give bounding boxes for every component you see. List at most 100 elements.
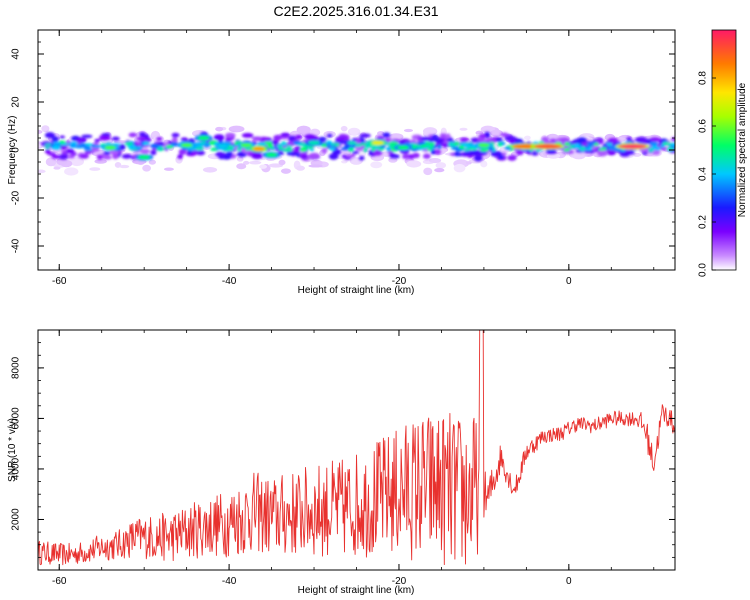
spectrogram-cell	[218, 155, 225, 160]
spectrogram-cell	[69, 143, 77, 149]
spectrogram-cell	[504, 147, 512, 150]
spectrogram-cell	[101, 132, 111, 137]
snr-xtick-label: -40	[222, 576, 237, 587]
spectrogram-cell	[214, 142, 219, 145]
spectrogram-cell	[480, 125, 496, 133]
spectrogram-cell	[136, 136, 148, 141]
spectrogram-cell	[326, 133, 333, 138]
spectrogram-cell	[516, 148, 524, 156]
snr-xtick-label: 0	[566, 576, 572, 587]
spectrogram-cell	[626, 151, 635, 155]
spectrogram-cell	[236, 156, 244, 162]
spectrogram-cell	[89, 167, 101, 171]
spectrogram-cell	[652, 149, 661, 155]
spectrogram-cell	[532, 151, 538, 156]
spectrogram-cell	[388, 133, 404, 141]
spectrogram-cell	[509, 139, 515, 145]
spectrogram-cell	[328, 153, 339, 160]
spectrogram-cell	[79, 153, 89, 159]
snr-ytick-label: 2000	[11, 508, 22, 531]
spectrogram-cell	[150, 143, 160, 149]
spectrogram-cell	[92, 145, 102, 148]
spectrogram-cell	[635, 136, 648, 143]
spectrogram-hotspot	[197, 135, 210, 141]
spectrogram-cell	[406, 160, 422, 168]
spectrogram-hotspot	[240, 143, 253, 148]
colorbar-tick-label: 0.0	[698, 263, 709, 277]
snr-xtick-label: -60	[52, 576, 67, 587]
spectrogram-cell	[546, 153, 561, 159]
snr-xtick-label: -20	[392, 576, 407, 587]
spectrogram-cell	[433, 136, 440, 143]
spectrogram-cell	[593, 142, 599, 146]
spectrogram-cell	[38, 129, 43, 134]
snr-ylabel: SNR (10 * v/v)	[7, 418, 18, 482]
spectrogram-cell	[193, 142, 202, 146]
spectrogram-cell	[236, 146, 242, 151]
spectrogram-hotspot	[477, 143, 490, 148]
spectrogram-cell	[358, 155, 365, 161]
spectrogram-xtick-label: 0	[566, 276, 572, 287]
spectrogram-cell	[598, 148, 606, 151]
colorbar-tick-label: 0.4	[698, 167, 709, 181]
spectrogram-cell	[224, 152, 234, 157]
spectrogram-cell	[403, 128, 414, 133]
spectrogram-cell	[559, 137, 570, 144]
spectrogram-cell	[228, 125, 245, 133]
snr-series-line	[38, 330, 675, 566]
spectrogram-cell	[507, 154, 517, 161]
spectrogram-cell	[662, 142, 672, 146]
spectrogram-cell	[330, 143, 335, 146]
spectrogram-cell	[45, 157, 57, 167]
spectrogram-cell	[278, 159, 286, 166]
spectrogram-cell	[58, 145, 68, 150]
spectrogram-cell	[243, 160, 250, 165]
spectrogram-cell	[202, 167, 218, 173]
spectrogram-cell	[210, 147, 219, 152]
spectrogram-hotspot	[104, 145, 117, 150]
spectrogram-cell	[202, 142, 211, 147]
spectrogram-cell	[248, 160, 262, 165]
spectrogram-cell	[286, 145, 293, 148]
spectrogram-cell	[300, 153, 309, 160]
spectrogram-cell	[434, 167, 445, 173]
spectrogram-cell	[67, 154, 75, 159]
spectrogram-cell	[251, 136, 263, 141]
spectrogram-cell	[348, 147, 354, 152]
spectrogram-cell	[51, 136, 59, 142]
spectrogram-ylabel: Frequency (Hz)	[7, 116, 18, 185]
spectrogram-cell	[363, 147, 368, 153]
spectrogram-ytick-label: 0	[11, 147, 22, 153]
spectrogram-cell	[128, 132, 138, 138]
spectrogram-cell	[399, 140, 405, 146]
spectrogram-cell	[412, 152, 420, 158]
spectrogram-cell	[41, 125, 50, 133]
spectrogram-cell	[267, 143, 274, 149]
spectrogram-cell	[497, 142, 503, 147]
spectrogram-cell	[586, 144, 594, 148]
spectrogram-cell	[280, 141, 288, 146]
spectrogram-ytick-label: -20	[11, 190, 22, 205]
spectrogram-cell	[351, 144, 356, 148]
colorbar-ticks: 0.0 0.2 0.4 0.6 0.8	[698, 71, 716, 277]
spectrogram-cell	[377, 147, 385, 151]
spectrogram-cell	[459, 127, 468, 131]
spectrogram-cell	[299, 147, 308, 152]
chart-title: C2E2.2025.316.01.34.E31	[273, 3, 438, 19]
spectrogram-cell	[178, 148, 187, 155]
spectrogram-cell	[308, 164, 323, 168]
spectrogram-cell	[416, 135, 423, 143]
spectrogram-cell	[124, 142, 134, 146]
spectrogram-cell	[418, 141, 426, 145]
spectrogram-cell	[480, 160, 488, 168]
spectrogram-cell	[217, 144, 228, 148]
spectrogram-cell	[268, 163, 284, 168]
spectrogram-cell	[524, 135, 531, 140]
spectrogram-cell	[347, 141, 357, 145]
spectrogram-cell	[660, 144, 665, 148]
spectrogram-cell	[270, 147, 275, 151]
spectrogram-cell	[341, 160, 348, 164]
spectrogram-xtick-label: -60	[52, 276, 67, 287]
spectrogram-cell	[606, 140, 613, 144]
spectrogram-cell	[458, 145, 465, 150]
